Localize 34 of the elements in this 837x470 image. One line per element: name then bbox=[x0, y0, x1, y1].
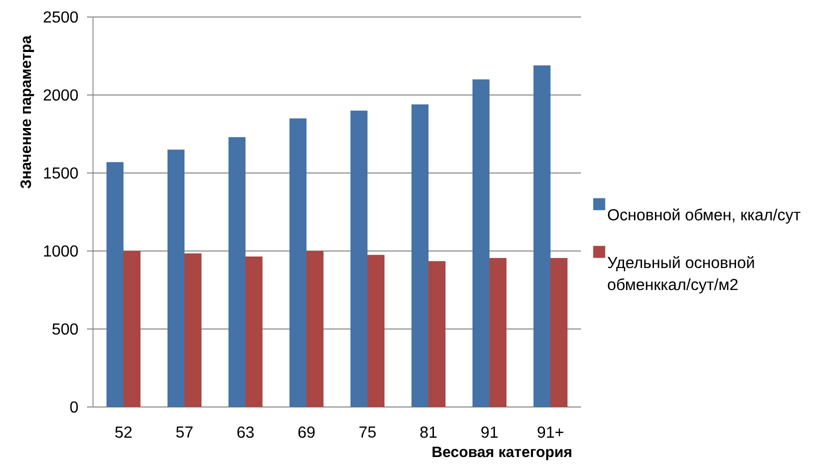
legend-label: Удельный основной обменккал/сут/м2 bbox=[608, 256, 754, 294]
x-tick-label: 69 bbox=[298, 426, 315, 438]
x-tick-label: 91 bbox=[481, 426, 498, 438]
bar bbox=[489, 258, 506, 407]
y-tick-label: 1000 bbox=[44, 245, 78, 257]
bar bbox=[306, 251, 324, 407]
y-tick-label: 2500 bbox=[44, 11, 78, 23]
x-tick-label: 75 bbox=[359, 426, 376, 438]
bar bbox=[533, 65, 550, 407]
bar bbox=[106, 162, 124, 407]
x-tick-label: 52 bbox=[115, 426, 132, 438]
bar bbox=[184, 253, 202, 407]
bar bbox=[168, 150, 184, 407]
bar bbox=[228, 137, 246, 407]
legend-label: Основной обмен, ккал/сут bbox=[608, 208, 800, 224]
x-tick-label: 63 bbox=[237, 426, 254, 438]
x-tick-label: 57 bbox=[176, 426, 193, 438]
y-tick-label: 500 bbox=[52, 323, 78, 335]
bar bbox=[472, 79, 490, 407]
y-tick-label: 2000 bbox=[44, 89, 78, 101]
bar bbox=[550, 258, 568, 407]
x-axis-title: Весовая категория bbox=[432, 446, 572, 460]
bar bbox=[124, 251, 140, 407]
bar bbox=[428, 261, 446, 407]
x-tick-label: 81 bbox=[420, 426, 437, 438]
bar bbox=[350, 110, 368, 407]
bar bbox=[367, 254, 384, 407]
x-tick-label: 91+ bbox=[538, 426, 564, 438]
bar bbox=[289, 118, 306, 407]
bar bbox=[411, 104, 428, 407]
y-tick-label: 1500 bbox=[44, 167, 78, 179]
y-tick-label: 0 bbox=[70, 401, 78, 413]
y-axis-title: Значение параметра bbox=[20, 35, 34, 188]
bar bbox=[246, 256, 262, 407]
